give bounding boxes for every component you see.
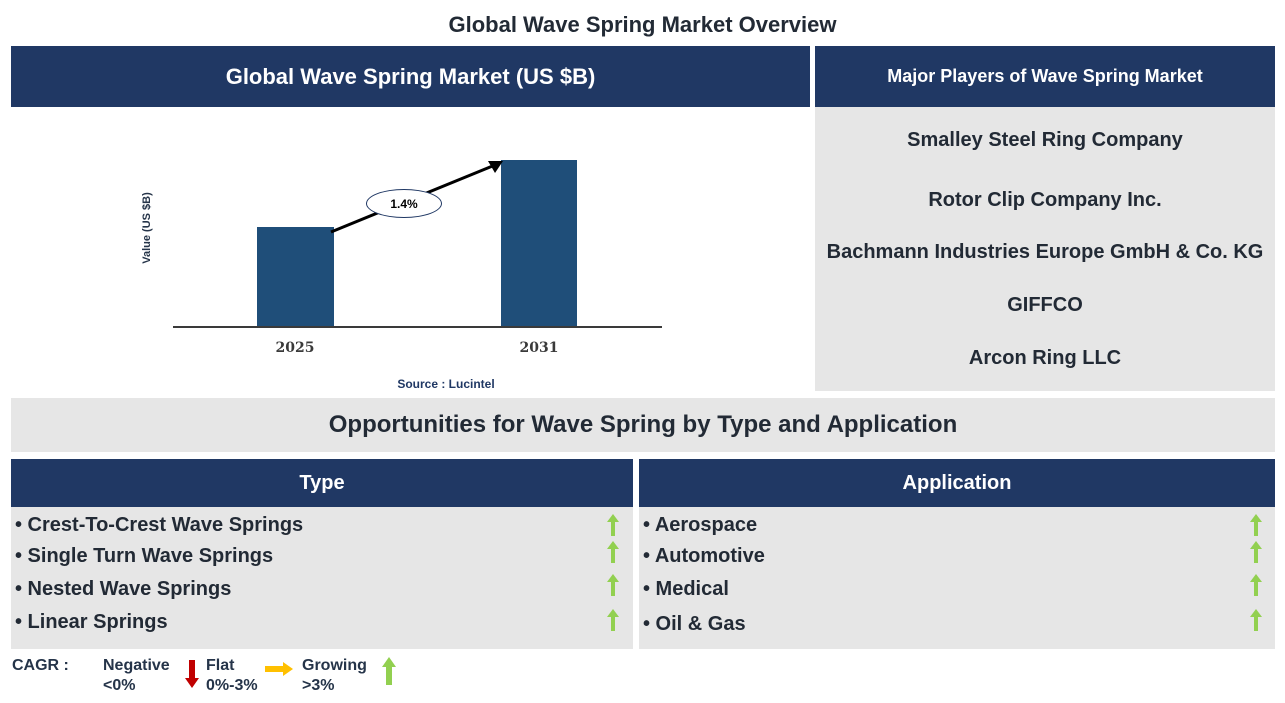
type-item: • Crest-To-Crest Wave Springs <box>15 514 304 536</box>
legend-negative: Negative <0% <box>103 656 170 696</box>
major-players-header: Major Players of Wave Spring Market <box>815 46 1275 107</box>
growing-up-arrow-icon <box>1250 574 1262 596</box>
growing-up-arrow-icon <box>607 541 619 563</box>
legend-growing-range: >3% <box>302 677 335 694</box>
x-axis-line <box>173 326 662 328</box>
legend-growing: Growing >3% <box>302 656 367 696</box>
growing-up-arrow-icon <box>607 574 619 596</box>
bar-2025 <box>257 227 334 327</box>
player-item: Smalley Steel Ring Company <box>907 129 1183 151</box>
player-item: Arcon Ring LLC <box>968 347 1122 369</box>
market-chart-header: Global Wave Spring Market (US $B) <box>11 46 810 107</box>
growing-up-arrow-icon <box>1250 514 1262 536</box>
type-column-header: Type <box>11 459 633 507</box>
type-item: • Single Turn Wave Springs <box>15 545 274 567</box>
application-item: • Aerospace <box>643 514 758 536</box>
x-tick-2031: 2031 <box>519 340 559 356</box>
application-item: • Automotive <box>643 545 765 567</box>
growing-up-arrow-icon <box>607 609 619 631</box>
negative-down-arrow-icon <box>185 660 199 688</box>
growing-up-arrow-icon <box>382 657 396 685</box>
growing-up-arrow-icon <box>1250 541 1262 563</box>
opportunities-banner: Opportunities for Wave Spring by Type an… <box>11 398 1275 452</box>
growing-up-arrow-icon <box>607 514 619 536</box>
legend-negative-label: Negative <box>103 657 170 674</box>
flat-right-arrow-icon <box>265 662 293 676</box>
legend-flat-range: 0%-3% <box>206 677 258 694</box>
bar-2031 <box>501 160 577 327</box>
application-item: • Oil & Gas <box>643 613 746 635</box>
player-item: GIFFCO <box>1007 294 1083 316</box>
legend-growing-label: Growing <box>302 657 367 674</box>
y-axis-label: Value (US $B) <box>141 192 153 264</box>
x-tick-2025: 2025 <box>275 340 315 356</box>
type-list: • Crest-To-Crest Wave Springs • Single T… <box>11 507 633 649</box>
player-item: Rotor Clip Company Inc. <box>928 189 1162 211</box>
chart-source: Source : Lucintel <box>397 377 495 391</box>
legend-negative-range: <0% <box>103 677 136 694</box>
cagr-bubble: 1.4% <box>366 189 442 218</box>
legend-flat-label: Flat <box>206 657 235 674</box>
type-item: • Linear Springs <box>15 611 168 633</box>
application-column-header: Application <box>639 459 1275 507</box>
legend-title: CAGR : <box>12 657 69 674</box>
player-item: Bachmann Industries Europe GmbH & Co. KG <box>826 241 1264 263</box>
application-item: • Medical <box>643 578 729 600</box>
page-title: Global Wave Spring Market Overview <box>448 12 837 37</box>
players-list: Smalley Steel Ring Company Rotor Clip Co… <box>815 107 1275 391</box>
growing-up-arrow-icon <box>1250 609 1262 631</box>
legend-flat: Flat 0%-3% <box>206 656 258 696</box>
type-item: • Nested Wave Springs <box>15 578 232 600</box>
application-list: • Aerospace • Automotive • Medical • Oil… <box>639 507 1275 649</box>
